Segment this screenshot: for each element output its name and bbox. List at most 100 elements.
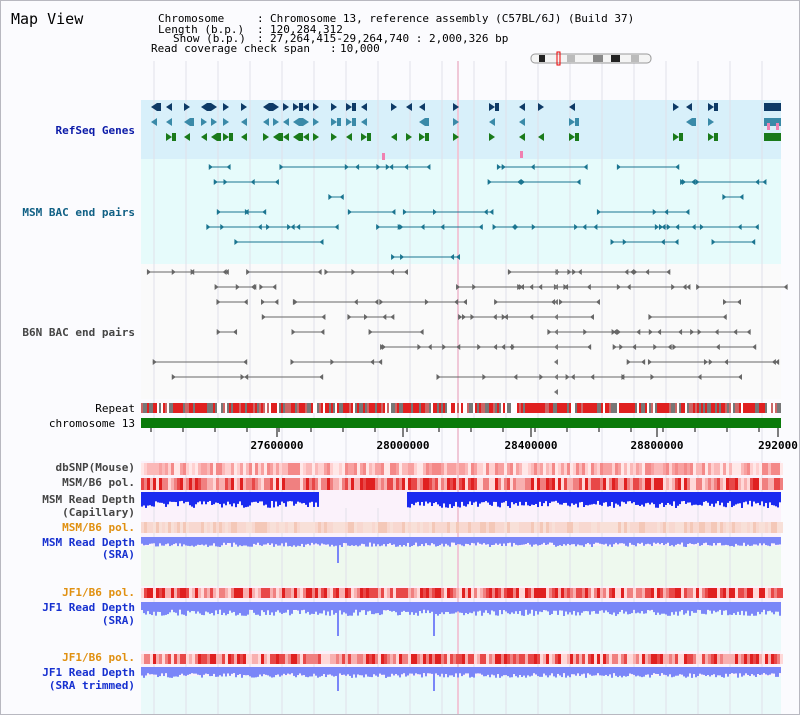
msm-b6-pol-segment: [147, 478, 150, 490]
msm-depth-capillary-bar: [215, 492, 217, 503]
msm-b6-pol-2-segment: [354, 522, 357, 533]
b6n-bac-pair: [353, 299, 358, 305]
msm-bac-pair: [400, 254, 405, 260]
jf1-depth-trimmed-bar: [681, 667, 683, 675]
jf1-depth-trimmed-bar: [191, 667, 193, 674]
msm-b6-pol-segment: [432, 478, 435, 490]
jf1-depth-sra-bar: [259, 602, 261, 616]
jf1-pol-segment: [300, 588, 303, 598]
dbsnp-segment: [519, 463, 522, 475]
jf1-pol-2-segment: [558, 654, 561, 664]
msm-depth-sra-bar: [651, 537, 653, 546]
jf1-depth-trimmed-bar: [757, 667, 759, 674]
jf1-depth-trimmed-bar: [237, 667, 239, 675]
dbsnp-segment: [369, 463, 372, 475]
msm-depth-sra-bar: [263, 537, 265, 545]
msm-depth-sra-bar: [247, 537, 249, 547]
msm-depth-sra-bar: [471, 537, 473, 543]
msm-b6-pol-2-segment: [573, 522, 576, 533]
jf1-pol-2-segment: [459, 654, 462, 664]
repeat-segment: [513, 403, 515, 413]
msm-b6-pol-segment: [543, 478, 546, 490]
jf1-depth-sra-bar: [193, 602, 195, 612]
jf1-depth-sra-bar: [731, 602, 733, 615]
ideogram-band: [611, 55, 620, 62]
msm-b6-pol-segment: [438, 478, 441, 490]
msm-b6-pol-2-segment: [735, 522, 738, 533]
msm-depth-capillary-bar: [223, 492, 225, 504]
dbsnp-segment: [393, 463, 396, 475]
msm-b6-pol-2-segment: [531, 522, 534, 533]
jf1-pol-2-segment: [627, 654, 630, 664]
msm-depth-capillary-bar: [773, 492, 775, 506]
jf1-depth-sra-bar: [373, 602, 375, 615]
msm-depth-sra-bar: [389, 537, 391, 544]
jf1-depth-sra-bar: [465, 602, 467, 613]
b6n-bac-pair: [390, 314, 395, 320]
dbsnp-segment: [147, 463, 150, 475]
jf1-pol-2-segment: [330, 654, 333, 664]
msm-b6-pol-2-segment: [336, 522, 339, 533]
jf1-depth-trimmed-bar: [545, 667, 547, 676]
repeat-segment: [771, 403, 773, 413]
jf1-pol-2-segment: [462, 654, 465, 664]
repeat-segment: [341, 403, 343, 413]
jf1-pol-segment: [363, 588, 366, 598]
jf1-pol-segment: [474, 588, 477, 598]
gene-glyph: [569, 133, 575, 141]
msm-b6-pol-segment: [159, 478, 162, 490]
jf1-pol-segment: [630, 588, 633, 598]
jf1-depth-trimmed-bar: [149, 667, 151, 675]
repeat-segment: [697, 403, 699, 413]
msm-depth-sra-bar: [533, 537, 535, 545]
gene-glyph: [352, 103, 356, 111]
jf1-pol-2-segment: [144, 654, 147, 664]
msm-depth-capillary-bar: [751, 492, 753, 507]
repeat-segment: [625, 403, 627, 413]
msm-depth-sra-bar: [229, 537, 231, 544]
repeat-segment: [437, 403, 439, 413]
repeat-segment: [159, 403, 161, 413]
repeat-segment: [553, 403, 555, 413]
jf1-pol-2-segment: [168, 654, 171, 664]
jf1-depth-trimmed-bar: [373, 667, 375, 675]
jf1-pol-segment: [141, 588, 144, 598]
jf1-pol-2-segment: [516, 654, 519, 664]
jf1-pol-2-segment: [156, 654, 159, 664]
msm-depth-sra-bar: [243, 537, 245, 546]
jf1-depth-sra-bar: [297, 602, 299, 611]
gene-glyph: [283, 118, 289, 126]
msm-b6-pol-2-segment: [642, 522, 645, 533]
jf1-depth-trimmed-bar: [451, 667, 453, 676]
msm-b6-pol-segment: [180, 478, 183, 490]
jf1-depth-sra-bar: [587, 602, 589, 612]
msm-depth-sra-bar: [175, 537, 177, 544]
msm-b6-pol-segment: [693, 478, 696, 490]
repeat-segment: [627, 403, 629, 413]
msm-bac-pair: [426, 164, 431, 170]
repeat-segment: [517, 403, 519, 413]
msm-depth-sra-bar: [749, 537, 751, 546]
msm-depth-sra-bar: [693, 537, 695, 545]
jf1-depth-trimmed-bar: [347, 667, 349, 675]
jf1-pol-segment: [522, 588, 525, 598]
dbsnp-segment: [549, 463, 552, 475]
msm-b6-pol-segment: [558, 478, 561, 490]
repeat-segment: [367, 403, 369, 413]
repeat-segment: [593, 403, 595, 413]
msm-depth-capillary-bar: [459, 492, 461, 508]
msm-depth-sra-bar: [323, 537, 325, 545]
msm-b6-pol-2-segment: [291, 522, 294, 533]
jf1-depth-sra-bar: [649, 602, 651, 611]
jf1-pol-2-segment: [264, 654, 267, 664]
msm-b6-pol-segment: [681, 478, 684, 490]
jf1-depth-trimmed-bar: [227, 667, 229, 674]
jf1-pol-2-segment: [507, 654, 510, 664]
msm-b6-pol-segment: [183, 478, 186, 490]
dbsnp-segment: [624, 463, 627, 475]
jf1-depth-sra-bar: [205, 602, 207, 612]
msm-depth-sra-bar: [295, 537, 297, 547]
jf1-depth-trimmed-bar: [613, 667, 615, 674]
jf1-depth-sra-bar: [525, 602, 527, 610]
